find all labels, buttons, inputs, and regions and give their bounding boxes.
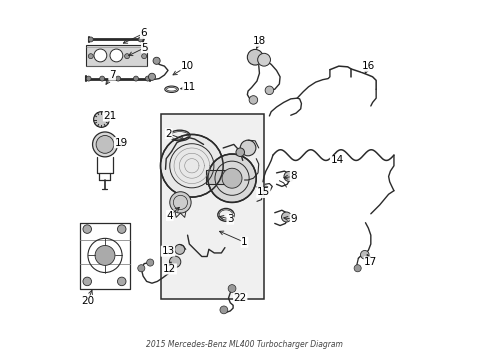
Circle shape — [110, 49, 122, 62]
Circle shape — [148, 73, 155, 80]
Circle shape — [263, 186, 268, 192]
Circle shape — [138, 265, 144, 272]
Circle shape — [100, 76, 104, 81]
Circle shape — [124, 54, 129, 59]
Text: 19: 19 — [114, 138, 127, 148]
Text: 5: 5 — [141, 42, 148, 53]
Circle shape — [169, 256, 181, 267]
Text: 21: 21 — [103, 111, 116, 121]
Text: 14: 14 — [330, 156, 343, 166]
Circle shape — [96, 135, 114, 153]
Circle shape — [83, 225, 91, 233]
Text: 2: 2 — [165, 129, 172, 139]
Circle shape — [138, 37, 143, 42]
Text: 9: 9 — [290, 214, 296, 224]
Ellipse shape — [166, 87, 176, 91]
Bar — [161, 114, 264, 299]
Circle shape — [92, 132, 117, 157]
Circle shape — [284, 171, 293, 181]
Circle shape — [95, 246, 115, 265]
Text: 13: 13 — [161, 246, 174, 256]
Circle shape — [220, 306, 227, 314]
Text: 22: 22 — [233, 293, 246, 303]
Circle shape — [160, 134, 223, 197]
Text: 4: 4 — [166, 211, 173, 221]
Circle shape — [146, 259, 153, 266]
Circle shape — [83, 277, 91, 286]
Text: 6: 6 — [140, 28, 147, 39]
Circle shape — [222, 168, 242, 188]
Text: 12: 12 — [163, 264, 176, 274]
Text: 10: 10 — [181, 61, 194, 71]
Circle shape — [93, 112, 109, 127]
Text: 7: 7 — [109, 70, 115, 80]
Circle shape — [240, 140, 255, 156]
Circle shape — [86, 76, 91, 81]
Text: 2015 Mercedes-Benz ML400 Turbocharger Diagram: 2015 Mercedes-Benz ML400 Turbocharger Di… — [146, 340, 342, 349]
Circle shape — [264, 86, 273, 95]
Circle shape — [281, 212, 291, 222]
Circle shape — [116, 76, 121, 81]
Circle shape — [117, 277, 126, 286]
Text: 20: 20 — [81, 296, 94, 306]
Text: 3: 3 — [226, 214, 233, 224]
Circle shape — [236, 148, 244, 157]
Circle shape — [360, 251, 368, 259]
Text: 11: 11 — [183, 82, 196, 93]
Circle shape — [88, 54, 93, 59]
Circle shape — [247, 49, 263, 65]
Circle shape — [145, 76, 150, 81]
Circle shape — [248, 96, 257, 104]
Circle shape — [207, 154, 256, 202]
Text: 17: 17 — [364, 257, 377, 267]
Text: 18: 18 — [252, 36, 265, 46]
Circle shape — [169, 192, 191, 213]
Circle shape — [153, 57, 160, 64]
Circle shape — [88, 37, 93, 42]
Text: 1: 1 — [241, 237, 247, 247]
Bar — [86, 45, 146, 66]
Bar — [205, 170, 225, 184]
Ellipse shape — [164, 86, 178, 93]
Text: 16: 16 — [361, 61, 374, 71]
Circle shape — [257, 53, 270, 66]
Circle shape — [94, 49, 106, 62]
Circle shape — [117, 225, 126, 233]
Text: 15: 15 — [256, 188, 269, 197]
Circle shape — [174, 244, 184, 255]
Circle shape — [228, 285, 236, 292]
Circle shape — [133, 76, 138, 81]
Text: 8: 8 — [290, 171, 296, 181]
Circle shape — [142, 54, 146, 59]
Circle shape — [353, 265, 361, 272]
